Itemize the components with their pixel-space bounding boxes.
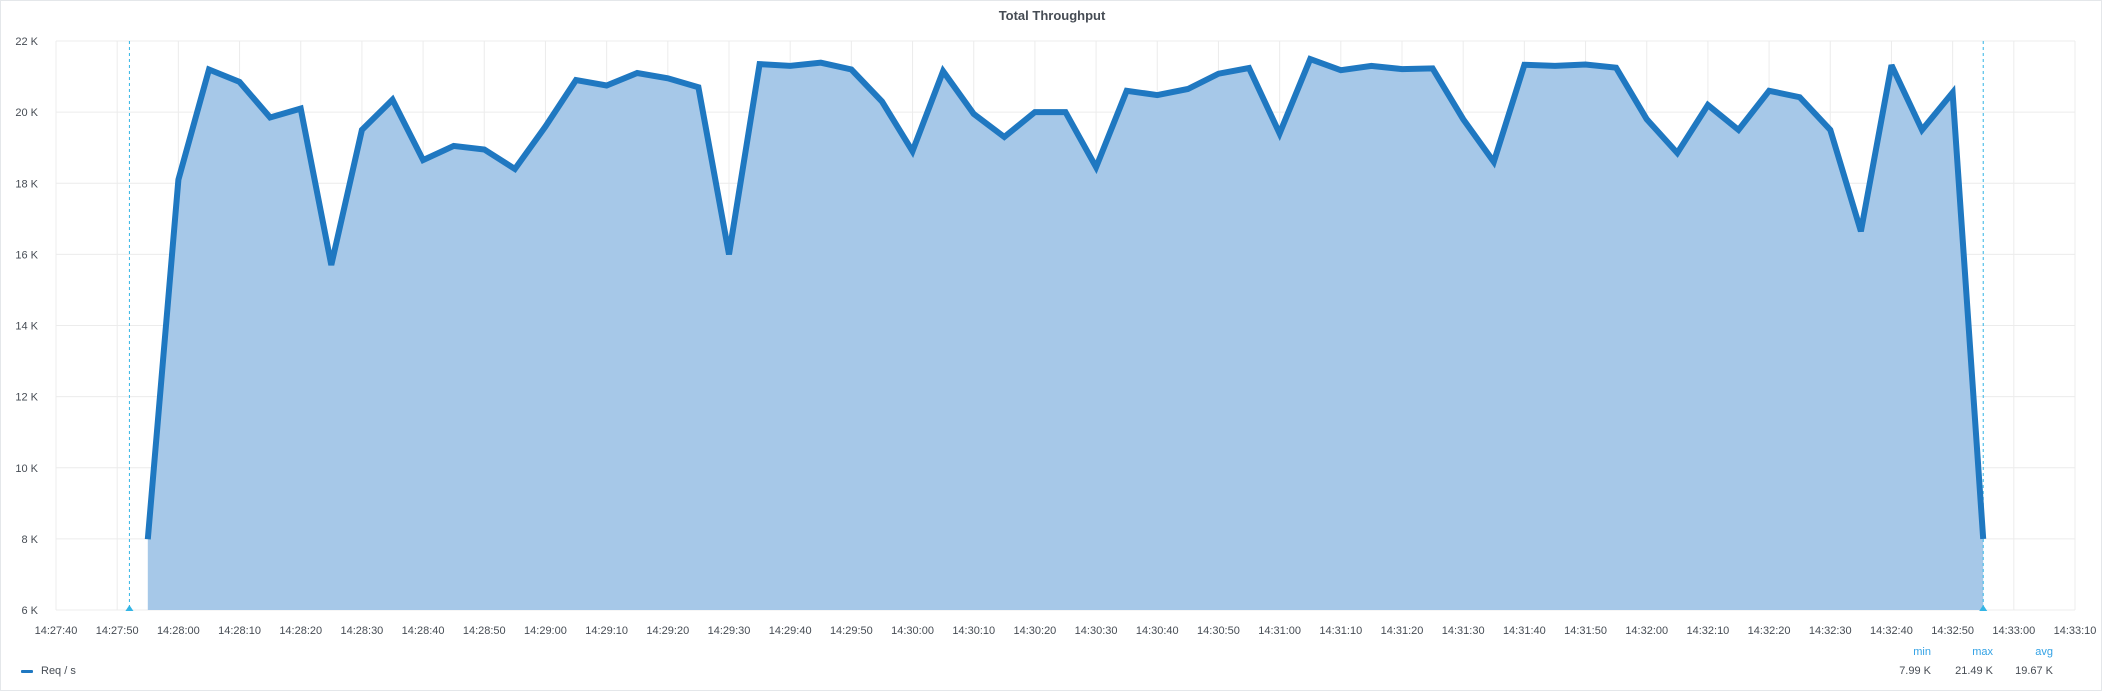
stat-max: max 21.49 K	[1933, 646, 1993, 677]
x-tick-label: 14:30:40	[1136, 625, 1179, 637]
stat-max-value: 21.49 K	[1955, 665, 1993, 677]
x-tick-label: 14:32:50	[1931, 625, 1974, 637]
x-tick-label: 14:27:40	[35, 625, 78, 637]
stat-max-label[interactable]: max	[1972, 646, 1993, 658]
x-tick-label: 14:28:40	[402, 625, 445, 637]
x-tick-label: 14:31:00	[1258, 625, 1301, 637]
x-tick-label: 14:30:10	[952, 625, 995, 637]
x-tick-label: 14:28:10	[218, 625, 261, 637]
y-tick-label: 20 K	[15, 107, 38, 119]
x-tick-label: 14:29:30	[708, 625, 751, 637]
x-tick-label: 14:32:30	[1809, 625, 1852, 637]
x-tick-label: 14:32:20	[1748, 625, 1791, 637]
legend-series-label[interactable]: Req / s	[41, 665, 76, 677]
x-tick-label: 14:31:50	[1564, 625, 1607, 637]
y-tick-label: 12 K	[15, 392, 38, 404]
series-line	[144, 55, 1987, 540]
legend[interactable]: Req / s	[21, 665, 76, 677]
x-tick-label: 14:31:40	[1503, 625, 1546, 637]
x-tick-label: 14:29:50	[830, 625, 873, 637]
stat-avg-label[interactable]: avg	[2035, 646, 2053, 658]
stat-avg-value: 19.67 K	[2015, 665, 2053, 677]
y-tick-label: 14 K	[15, 321, 38, 333]
x-tick-label: 14:27:50	[96, 625, 139, 637]
y-tick-label: 10 K	[15, 463, 38, 475]
x-tick-label: 14:31:10	[1319, 625, 1362, 637]
stat-avg: avg 19.67 K	[1993, 646, 2053, 677]
y-tick-label: 16 K	[15, 249, 38, 261]
x-tick-label: 14:29:00	[524, 625, 567, 637]
x-tick-label: 14:31:20	[1381, 625, 1424, 637]
x-tick-label: 14:29:10	[585, 625, 628, 637]
x-tick-label: 14:32:00	[1625, 625, 1668, 637]
x-tick-label: 14:28:30	[340, 625, 383, 637]
time-marker-triangle[interactable]	[125, 605, 134, 611]
y-tick-label: 18 K	[15, 178, 38, 190]
series-area	[147, 59, 1984, 611]
x-tick-label: 14:28:50	[463, 625, 506, 637]
x-tick-label: 14:28:00	[157, 625, 200, 637]
x-tick-label: 14:30:30	[1075, 625, 1118, 637]
x-tick-label: 14:31:30	[1442, 625, 1485, 637]
y-axis-ticks: 6 K 8 K 10 K 12 K 14 K 16 K 18 K 20 K 22 K	[15, 36, 38, 617]
x-tick-label: 14:28:20	[279, 625, 322, 637]
x-tick-label: 14:29:20	[646, 625, 689, 637]
x-axis-ticks: 14:27:40 14:27:50 14:28:00 14:28:10 14:28:20…	[35, 625, 2097, 637]
legend-series-swatch	[21, 669, 33, 673]
y-tick-label: 22 K	[15, 36, 38, 48]
chart-title[interactable]: Total Throughput	[998, 8, 1106, 23]
series-area-fill	[147, 59, 1984, 611]
y-tick-label: 8 K	[21, 534, 38, 546]
x-tick-label: 14:30:50	[1197, 625, 1240, 637]
x-tick-label: 14:30:00	[891, 625, 934, 637]
x-tick-label: 14:30:20	[1013, 625, 1056, 637]
x-tick-label: 14:33:10	[2054, 625, 2097, 637]
stat-min-value: 7.99 K	[1899, 665, 1931, 677]
x-tick-label: 14:32:10	[1686, 625, 1729, 637]
x-tick-label: 14:33:00	[1992, 625, 2035, 637]
stat-min: min 7.99 K	[1871, 646, 1931, 677]
x-tick-label: 14:29:40	[769, 625, 812, 637]
x-tick-label: 14:32:40	[1870, 625, 1913, 637]
stat-min-label[interactable]: min	[1913, 646, 1931, 658]
series-line-path[interactable]	[144, 55, 1987, 540]
y-tick-label: 6 K	[21, 605, 38, 617]
time-marker-triangle[interactable]	[1979, 605, 1988, 611]
